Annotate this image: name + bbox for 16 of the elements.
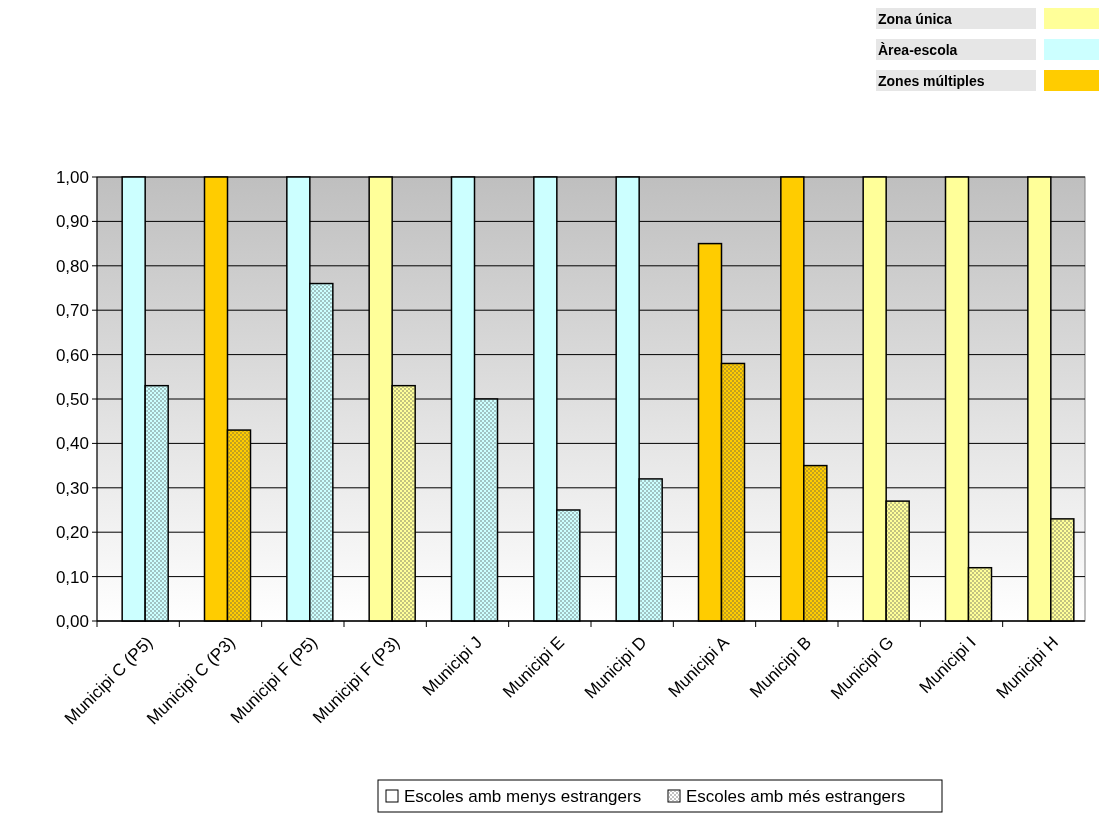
legend-label: Escoles amb més estrangers — [686, 786, 906, 806]
y-tick-label: 0,10 — [55, 567, 89, 587]
y-tick-label: 0,80 — [55, 256, 89, 276]
text: Zones múltiples — [878, 72, 985, 89]
y-tick-label: 0,90 — [55, 212, 89, 232]
legend-label: Escoles amb menys estrangers — [404, 786, 642, 806]
text: Àrea-escola — [878, 41, 958, 58]
y-tick-label: 0,40 — [55, 434, 89, 454]
text: Zona única — [878, 10, 953, 27]
y-tick-label: 0,00 — [55, 611, 89, 631]
y-tick-label: 0,20 — [55, 523, 89, 543]
y-tick-label: 0,50 — [55, 389, 89, 409]
y-tick-label: 1,00 — [55, 167, 89, 187]
y-tick-label: 0,60 — [55, 345, 89, 365]
y-tick-label: 0,70 — [55, 301, 89, 321]
y-tick-label: 0,30 — [55, 478, 89, 498]
